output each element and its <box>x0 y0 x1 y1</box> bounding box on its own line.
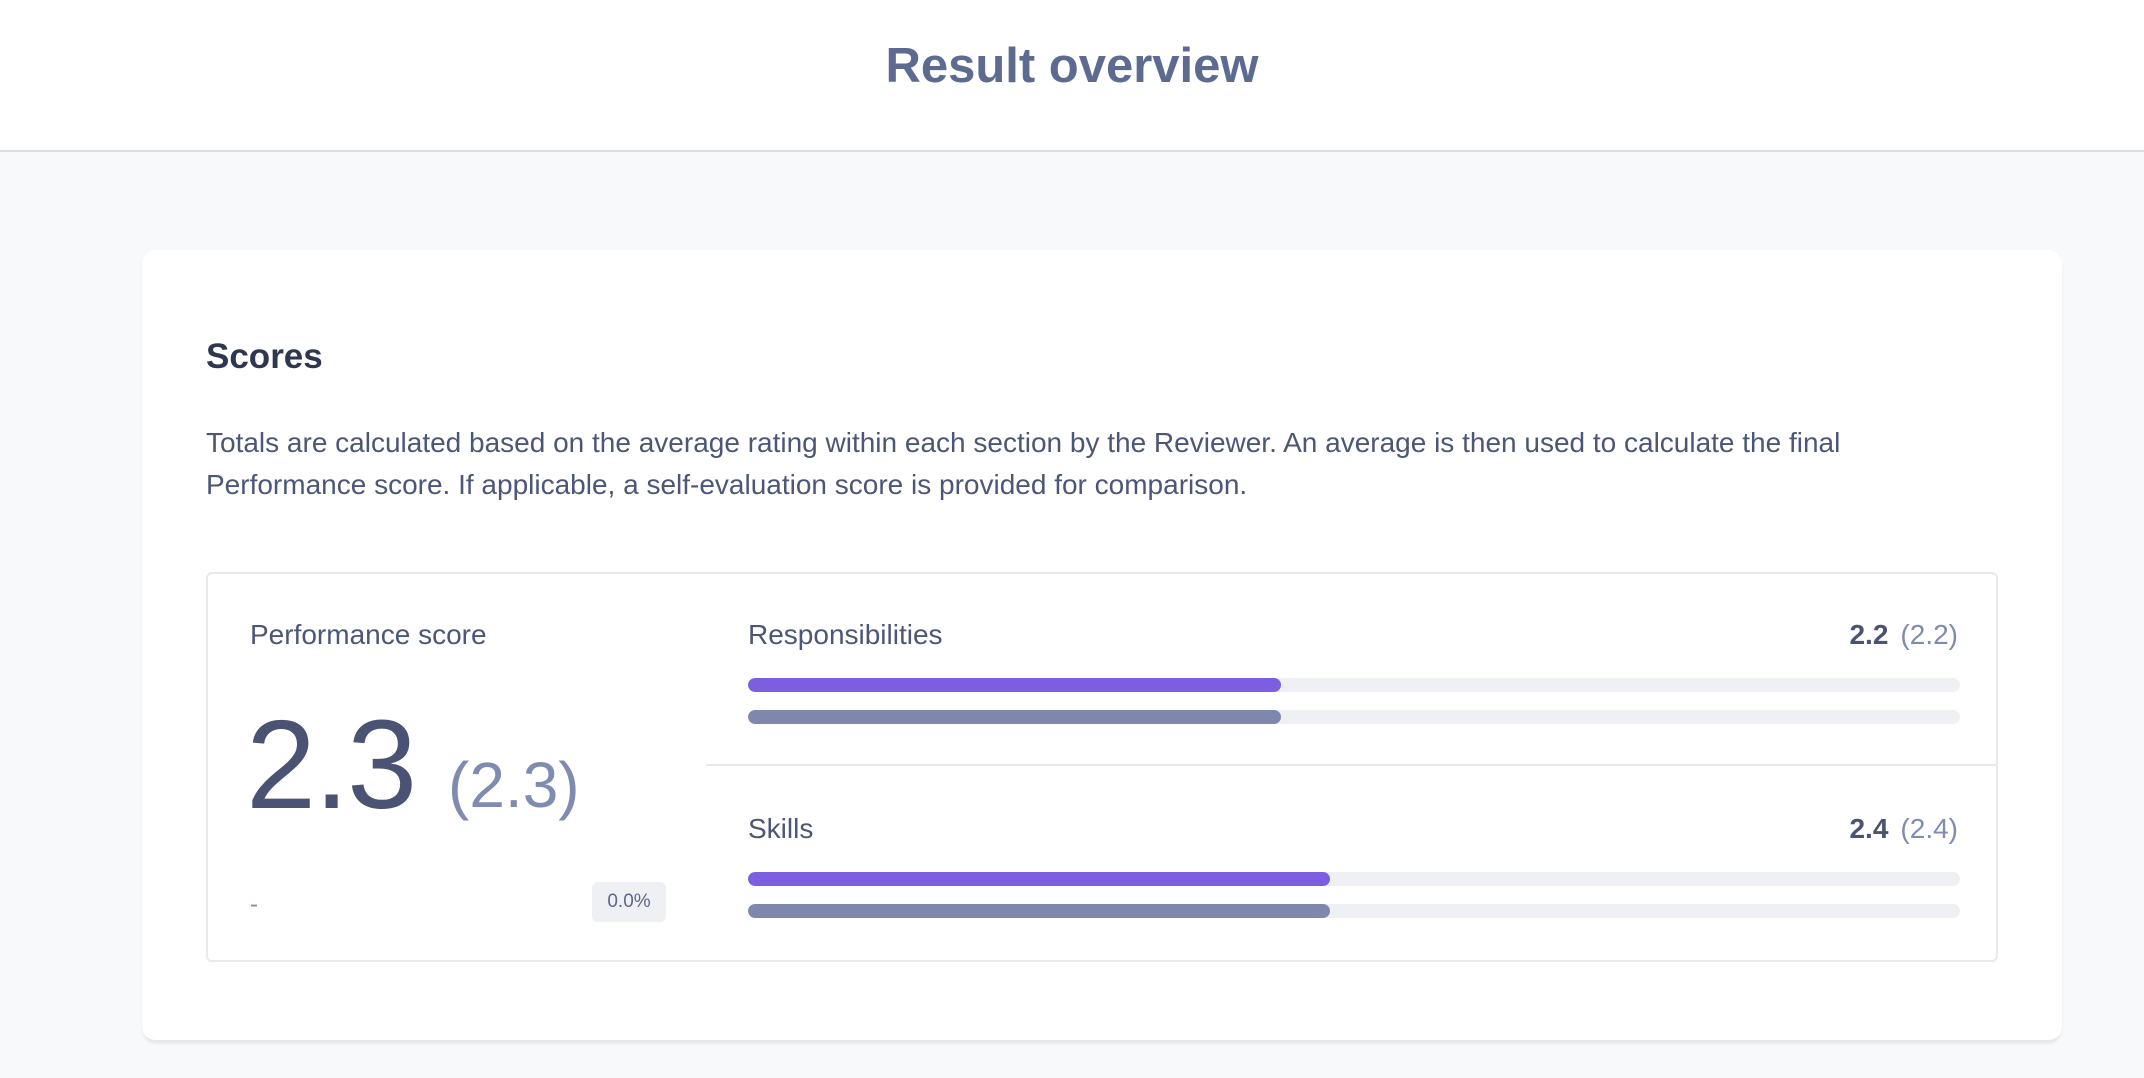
reviewer-progress-track <box>748 678 1960 692</box>
reviewer-progress-track <box>748 872 1960 886</box>
section-score: 2.2 <box>1849 619 1889 650</box>
performance-score-label: Performance score <box>250 619 487 650</box>
section-label: Skills <box>748 813 814 844</box>
page-header: Result overview <box>0 0 2144 152</box>
section-score-group: 2.4 (2.4) <box>1849 812 1958 846</box>
reviewer-progress-fill <box>748 872 1330 886</box>
performance-self-score: (2.3) <box>448 749 580 821</box>
section-responsibilities: Responsibilities 2.2 (2.2) <box>706 574 1998 766</box>
section-label: Responsibilities <box>748 619 943 650</box>
section-self-score: (2.4) <box>1900 813 1958 844</box>
section-score: 2.4 <box>1849 813 1889 844</box>
self-progress-fill <box>748 904 1330 918</box>
section-skills: Skills 2.4 (2.4) <box>706 768 1998 960</box>
section-self-score: (2.2) <box>1900 619 1958 650</box>
page-title: Result overview <box>885 39 1259 93</box>
scores-summary-box: Performance score 2.3 (2.3) - 0.0% Respo… <box>206 572 1998 962</box>
self-progress-fill <box>748 710 1282 724</box>
self-progress-track <box>748 710 1960 724</box>
scores-title: Scores <box>206 337 323 376</box>
performance-change-badge: 0.0% <box>592 882 666 922</box>
performance-change: - <box>250 891 258 918</box>
section-score-group: 2.2 (2.2) <box>1849 618 1958 652</box>
reviewer-progress-fill <box>748 678 1282 692</box>
performance-score-value: 2.3 <box>246 694 417 835</box>
scores-description: Totals are calculated based on the avera… <box>206 427 1841 500</box>
self-progress-track <box>748 904 1960 918</box>
scores-card: Scores Totals are calculated based on th… <box>142 250 2062 1042</box>
